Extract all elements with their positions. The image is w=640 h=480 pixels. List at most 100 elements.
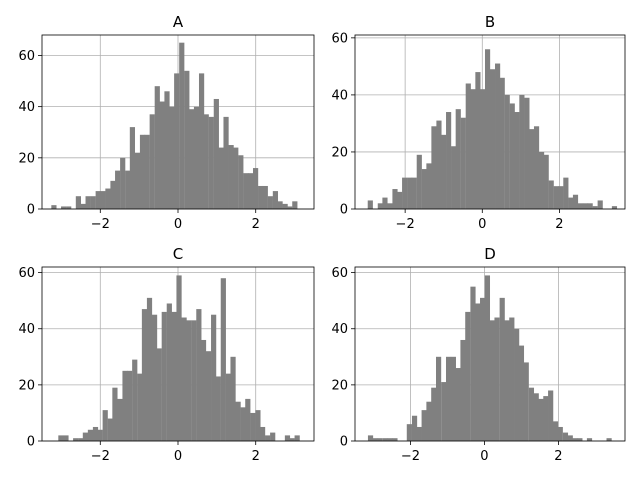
y-tick-label: 40 xyxy=(331,322,348,337)
histogram-bar xyxy=(450,356,456,441)
y-tick-label: 40 xyxy=(331,88,348,103)
y-tick-label: 40 xyxy=(18,100,35,115)
histogram-bar xyxy=(287,206,293,209)
histogram-bar xyxy=(480,297,486,441)
histogram-bar xyxy=(382,438,388,441)
histogram-bar xyxy=(292,201,298,209)
histogram-bar xyxy=(431,387,437,441)
histogram-bar xyxy=(528,129,535,209)
histogram-bar xyxy=(606,438,612,441)
panel-title: D xyxy=(484,245,496,263)
histogram-bar xyxy=(548,390,554,441)
histogram-bar xyxy=(421,169,427,209)
histogram-bar xyxy=(518,345,525,441)
panel-title: C xyxy=(173,245,183,263)
histogram-bar xyxy=(411,415,418,441)
histogram-bar xyxy=(465,311,471,441)
histogram-bar xyxy=(218,147,224,209)
histogram-bar xyxy=(270,432,276,441)
histogram-bar xyxy=(543,396,549,441)
histogram-bar xyxy=(514,328,520,441)
histogram-bar xyxy=(58,435,64,441)
x-tick-label: 0 xyxy=(174,217,182,232)
histogram-bar xyxy=(188,109,195,209)
histogram-bar xyxy=(205,351,212,441)
histogram-bar xyxy=(144,134,150,209)
histogram-bar xyxy=(557,426,563,441)
histogram-bar xyxy=(445,356,452,441)
histogram-bar xyxy=(282,203,288,209)
histogram-bar xyxy=(154,86,160,209)
histogram-bar xyxy=(238,155,244,209)
histogram-bar xyxy=(446,112,452,209)
x-tick-label: −2 xyxy=(91,449,110,464)
histogram-bar xyxy=(164,91,170,209)
histogram-bar xyxy=(431,126,437,209)
histogram-bar xyxy=(392,189,398,209)
histogram-bar xyxy=(265,435,271,441)
histogram-bar xyxy=(156,348,162,441)
histogram-bar xyxy=(137,373,143,441)
y-tick-label: 20 xyxy=(18,378,35,393)
histogram-bar xyxy=(455,368,461,441)
y-tick-label: 60 xyxy=(18,266,35,281)
y-tick-label: 0 xyxy=(340,203,348,218)
histogram-bar xyxy=(406,424,412,441)
histogram-bar xyxy=(85,196,91,209)
panel-title: B xyxy=(485,13,495,31)
histogram-bar xyxy=(120,157,126,209)
histogram-bar xyxy=(258,185,264,209)
histogram-bar xyxy=(533,393,539,441)
histogram-bar xyxy=(470,286,476,441)
histogram-bar xyxy=(416,426,422,441)
histogram-bar xyxy=(402,177,408,209)
histogram-bar xyxy=(146,297,153,441)
histogram-bar xyxy=(225,373,231,441)
histogram-bar xyxy=(127,370,133,441)
axes-frame xyxy=(354,266,626,442)
histogram-bar xyxy=(392,438,398,441)
histogram-bar xyxy=(367,200,373,209)
histogram-bar xyxy=(436,356,442,441)
histogram-bar xyxy=(247,173,254,209)
histogram-bar xyxy=(465,83,471,209)
histogram-bar xyxy=(198,73,205,209)
histogram-bar xyxy=(233,147,239,209)
x-tick-label: 2 xyxy=(252,449,260,464)
histogram-bar xyxy=(499,77,505,209)
histogram-bar xyxy=(228,145,234,209)
histogram-bar xyxy=(272,191,279,209)
histogram-bar xyxy=(451,146,457,209)
histogram-bar xyxy=(240,407,246,441)
x-tick-label: 2 xyxy=(555,217,563,232)
histogram-bar xyxy=(411,177,417,209)
histogram-bar xyxy=(377,438,383,441)
x-tick-label: 0 xyxy=(480,449,488,464)
x-tick-label: 0 xyxy=(478,217,486,232)
histogram-bar xyxy=(475,72,481,209)
histogram-bar xyxy=(426,163,432,209)
histogram-bar xyxy=(186,320,192,441)
histogram-bar xyxy=(289,438,295,441)
histogram-bar xyxy=(95,191,101,209)
histogram-bar xyxy=(82,432,88,441)
histogram-bar xyxy=(460,117,466,209)
x-tick-label: 2 xyxy=(252,217,260,232)
histogram-bar xyxy=(169,106,175,209)
histogram-bar xyxy=(211,314,217,441)
histogram-bar xyxy=(387,438,393,441)
histogram-bar xyxy=(611,206,618,209)
histogram-bar xyxy=(105,188,111,209)
histogram-bar xyxy=(495,63,501,209)
histogram-bar xyxy=(102,410,108,441)
histogram-bar xyxy=(245,398,251,441)
histogram-bar xyxy=(294,435,300,441)
histogram-bar xyxy=(577,203,584,209)
histogram-bar xyxy=(220,278,226,441)
histogram-bar xyxy=(533,126,540,209)
x-tick-label: −2 xyxy=(91,217,110,232)
histogram-bar xyxy=(421,410,427,441)
histogram-bar xyxy=(484,49,491,209)
histogram-bar xyxy=(193,106,200,209)
histogram-bar xyxy=(504,94,510,209)
